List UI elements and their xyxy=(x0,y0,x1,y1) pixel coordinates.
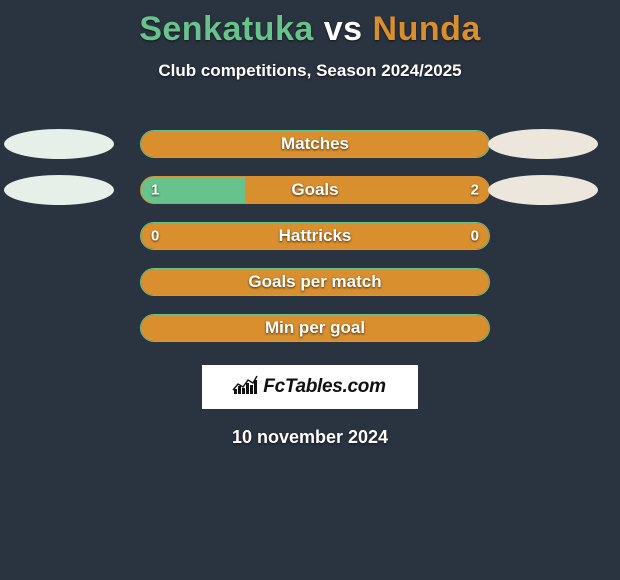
brand-line-icon xyxy=(232,374,258,392)
comparison-chart: Matches 1 Goals 2 0 Hattricks 0 Goals pe… xyxy=(0,121,620,351)
bar-gpm-label: Goals per match xyxy=(141,272,489,292)
row-gpm: Goals per match xyxy=(0,259,620,305)
bar-gpm: Goals per match xyxy=(140,268,490,296)
brand-chart-icon xyxy=(234,380,257,394)
bar-hattricks: 0 Hattricks 0 xyxy=(140,222,490,250)
date-text: 10 november 2024 xyxy=(0,427,620,448)
row-goals: 1 Goals 2 xyxy=(0,167,620,213)
bar-mpg: Min per goal xyxy=(140,314,490,342)
brand-badge: FcTables.com xyxy=(202,365,418,409)
player2-name: Nunda xyxy=(373,10,481,48)
bar-matches-label: Matches xyxy=(141,134,489,154)
bar-hattricks-label: Hattricks xyxy=(141,226,489,246)
p2-goals-ellipse xyxy=(488,175,598,205)
page-title: Senkatuka vs Nunda xyxy=(0,0,620,49)
bar-goals-label: Goals xyxy=(141,180,489,200)
bar-goals-p1-value: 1 xyxy=(151,182,159,199)
p1-goals-ellipse xyxy=(4,175,114,205)
bar-hattricks-p1-value: 0 xyxy=(151,228,159,245)
bar-goals: 1 Goals 2 xyxy=(140,176,490,204)
subtitle: Club competitions, Season 2024/2025 xyxy=(0,61,620,81)
bar-mpg-label: Min per goal xyxy=(141,318,489,338)
p2-matches-ellipse xyxy=(488,129,598,159)
brand-text: FcTables.com xyxy=(263,376,385,398)
row-matches: Matches xyxy=(0,121,620,167)
vs-text: vs xyxy=(324,10,363,48)
bar-goals-p2-value: 2 xyxy=(471,182,479,199)
row-hattricks: 0 Hattricks 0 xyxy=(0,213,620,259)
row-mpg: Min per goal xyxy=(0,305,620,351)
p1-matches-ellipse xyxy=(4,129,114,159)
bar-hattricks-p2-value: 0 xyxy=(471,228,479,245)
player1-name: Senkatuka xyxy=(139,10,314,48)
bar-matches: Matches xyxy=(140,130,490,158)
